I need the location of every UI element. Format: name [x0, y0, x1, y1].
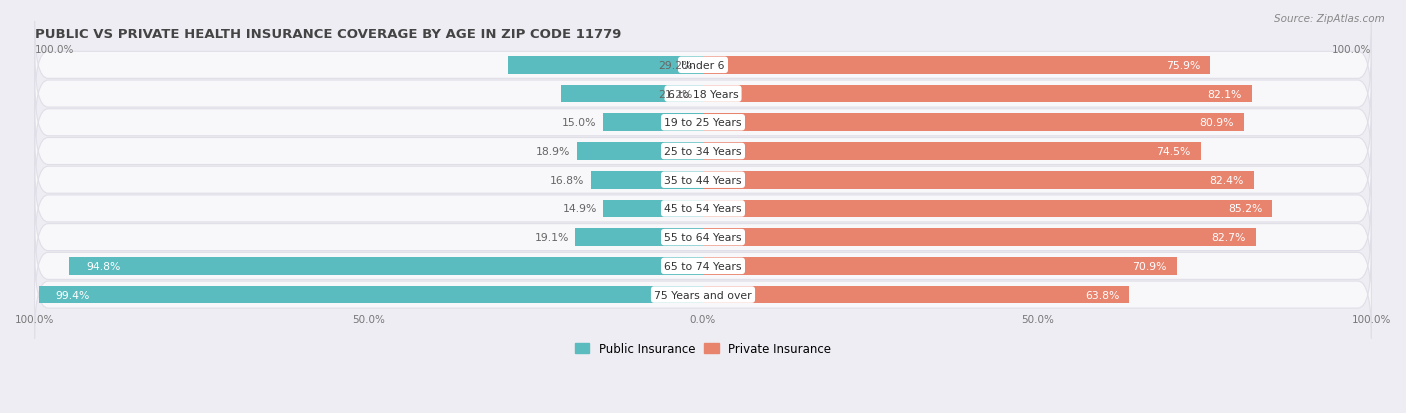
Text: 16.8%: 16.8% — [550, 175, 583, 185]
Bar — [703, 229, 1256, 247]
Text: 82.7%: 82.7% — [1212, 233, 1246, 242]
Text: 100.0%: 100.0% — [1331, 45, 1371, 55]
Bar — [703, 200, 1272, 218]
Bar — [69, 257, 703, 275]
FancyBboxPatch shape — [35, 136, 1371, 224]
Bar — [39, 286, 703, 304]
FancyBboxPatch shape — [35, 165, 1371, 253]
Bar — [591, 171, 703, 189]
Bar — [703, 257, 1177, 275]
FancyBboxPatch shape — [35, 22, 1371, 109]
Text: 35 to 44 Years: 35 to 44 Years — [664, 175, 742, 185]
Text: 21.2%: 21.2% — [658, 89, 693, 99]
Text: 75 Years and over: 75 Years and over — [654, 290, 752, 300]
Text: 65 to 74 Years: 65 to 74 Years — [664, 261, 742, 271]
Text: 19.1%: 19.1% — [534, 233, 568, 242]
Bar — [703, 57, 1211, 75]
Text: 45 to 54 Years: 45 to 54 Years — [664, 204, 742, 214]
Bar — [508, 57, 703, 75]
FancyBboxPatch shape — [35, 251, 1371, 339]
FancyBboxPatch shape — [35, 50, 1371, 138]
Text: 82.4%: 82.4% — [1209, 175, 1244, 185]
Bar — [561, 85, 703, 103]
Text: 18.9%: 18.9% — [536, 147, 569, 157]
Bar — [576, 143, 703, 161]
Text: PUBLIC VS PRIVATE HEALTH INSURANCE COVERAGE BY AGE IN ZIP CODE 11779: PUBLIC VS PRIVATE HEALTH INSURANCE COVER… — [35, 28, 621, 40]
Text: 85.2%: 85.2% — [1227, 204, 1263, 214]
Text: 74.5%: 74.5% — [1157, 147, 1191, 157]
FancyBboxPatch shape — [35, 222, 1371, 310]
Text: 6 to 18 Years: 6 to 18 Years — [668, 89, 738, 99]
Text: 80.9%: 80.9% — [1199, 118, 1233, 128]
FancyBboxPatch shape — [35, 194, 1371, 281]
Text: 99.4%: 99.4% — [55, 290, 90, 300]
Text: 82.1%: 82.1% — [1208, 89, 1241, 99]
Bar — [703, 114, 1244, 132]
Bar — [703, 286, 1129, 304]
Bar — [603, 114, 703, 132]
FancyBboxPatch shape — [35, 108, 1371, 195]
Text: 75.9%: 75.9% — [1166, 61, 1201, 71]
Text: 14.9%: 14.9% — [562, 204, 596, 214]
Text: Source: ZipAtlas.com: Source: ZipAtlas.com — [1274, 14, 1385, 24]
Legend: Public Insurance, Private Insurance: Public Insurance, Private Insurance — [571, 337, 835, 360]
Text: 100.0%: 100.0% — [35, 45, 75, 55]
Bar — [603, 200, 703, 218]
FancyBboxPatch shape — [35, 79, 1371, 167]
Text: Under 6: Under 6 — [682, 61, 724, 71]
Bar — [703, 171, 1254, 189]
Bar — [575, 229, 703, 247]
Text: 15.0%: 15.0% — [561, 118, 596, 128]
Text: 29.2%: 29.2% — [658, 61, 693, 71]
Text: 55 to 64 Years: 55 to 64 Years — [664, 233, 742, 242]
Bar — [703, 143, 1201, 161]
Text: 63.8%: 63.8% — [1085, 290, 1119, 300]
Text: 19 to 25 Years: 19 to 25 Years — [664, 118, 742, 128]
Text: 94.8%: 94.8% — [86, 261, 121, 271]
Text: 25 to 34 Years: 25 to 34 Years — [664, 147, 742, 157]
Bar — [703, 85, 1251, 103]
Text: 70.9%: 70.9% — [1132, 261, 1167, 271]
